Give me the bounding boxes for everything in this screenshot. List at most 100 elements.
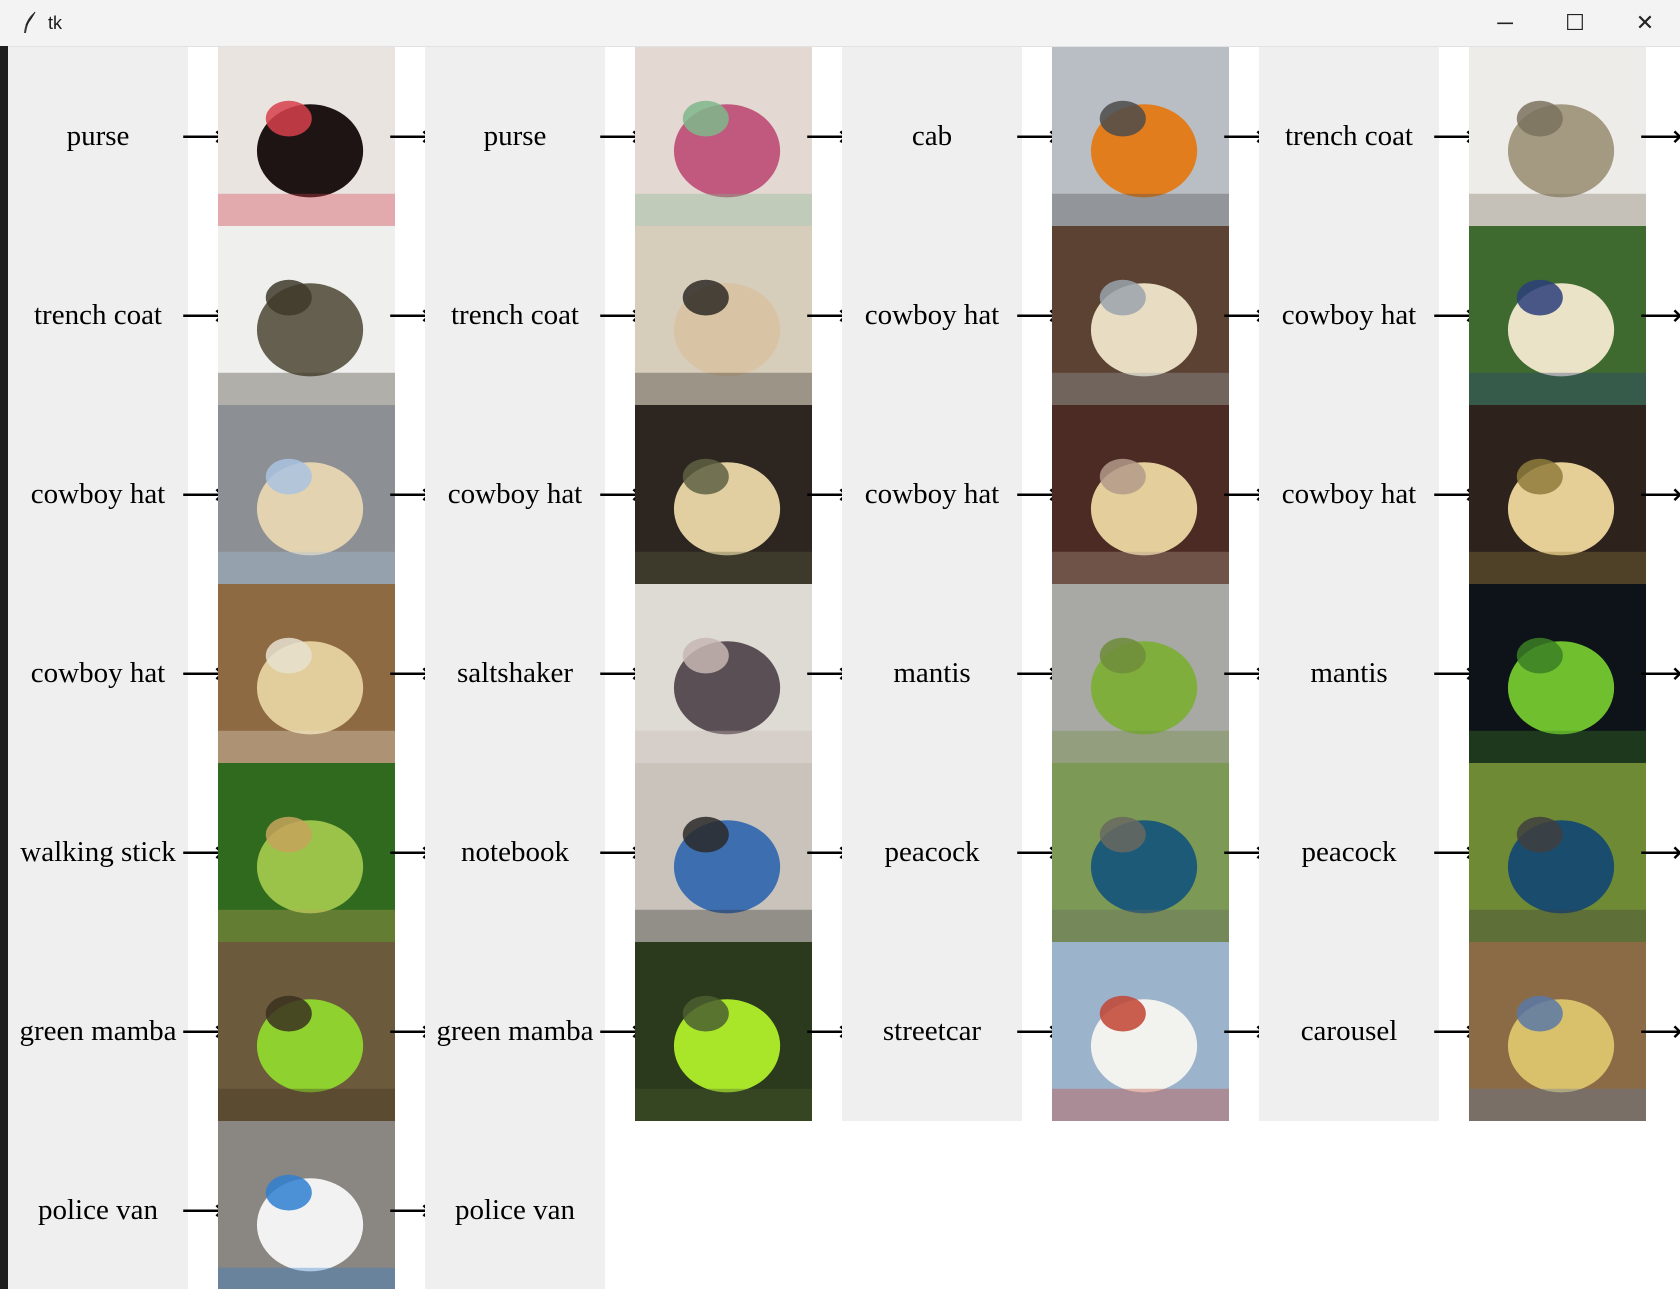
arrow-icon: ⟶ [388, 1193, 432, 1227]
arrow-cell: ⟶ [1640, 763, 1680, 942]
cowboy-hat-image-icon [1469, 405, 1646, 584]
class-label-cell: mantis [1259, 584, 1439, 763]
class-label: trench coat [450, 299, 579, 331]
arrow-cell: ⟶ [389, 942, 432, 1121]
arrow-cell: ⟶ [182, 1121, 225, 1289]
arrow-cell: ⟶ [806, 584, 849, 763]
arrow-icon: ⟶ [1015, 835, 1059, 869]
arrow-cell: ⟶ [1640, 942, 1680, 1121]
peacock-image-icon [1469, 763, 1646, 942]
class-label: trench coat [33, 299, 162, 331]
arrow-icon: ⟶ [805, 119, 849, 153]
class-label: green mamba [19, 1015, 177, 1047]
class-label-cell: cowboy hat [8, 405, 188, 584]
arrow-icon: ⟶ [1432, 477, 1476, 511]
arrow-icon: ⟶ [805, 656, 849, 690]
class-label-cell: cowboy hat [425, 405, 605, 584]
arrow-cell: ⟶ [389, 1121, 432, 1289]
streetcar-image-icon [1052, 942, 1229, 1121]
class-label: green mamba [436, 1015, 594, 1047]
class-label-cell: trench coat [1259, 47, 1439, 226]
arrow-cell: ⟶ [182, 226, 225, 405]
arrow-icon: ⟶ [1015, 298, 1059, 332]
class-label-cell: police van [8, 1121, 188, 1289]
walking-stick-image-icon [218, 763, 395, 942]
arrow-icon: ⟶ [181, 1193, 225, 1227]
class-label-cell: police van [425, 1121, 605, 1289]
arrow-icon: ⟶ [805, 477, 849, 511]
cowboy-hat-image-icon [635, 405, 812, 584]
purse-image-icon [218, 47, 395, 226]
class-label: purse [66, 120, 130, 152]
class-label-cell: cowboy hat [1259, 405, 1439, 584]
police-van-image-icon [218, 1121, 395, 1289]
class-label-cell: cab [842, 47, 1022, 226]
arrow-icon: ⟶ [598, 835, 642, 869]
arrow-cell: ⟶ [389, 226, 432, 405]
arrow-cell: ⟶ [599, 47, 642, 226]
minimize-button[interactable]: ─ [1470, 0, 1540, 46]
arrow-cell: ⟶ [1016, 584, 1059, 763]
class-label-cell: trench coat [425, 226, 605, 405]
class-label-cell: walking stick [8, 763, 188, 942]
class-label: cowboy hat [30, 478, 166, 510]
arrow-cell: ⟶ [182, 763, 225, 942]
arrow-icon: ⟶ [388, 835, 432, 869]
feather-icon [20, 11, 40, 35]
class-label-cell: purse [425, 47, 605, 226]
class-label: mantis [893, 657, 971, 689]
arrow-cell: ⟶ [806, 47, 849, 226]
arrow-icon: ⟶ [1432, 656, 1476, 690]
close-button[interactable]: ✕ [1610, 0, 1680, 46]
title-bar[interactable]: tk ─ ☐ ✕ [0, 0, 1680, 47]
arrow-cell: ⟶ [182, 584, 225, 763]
close-icon: ✕ [1635, 10, 1655, 35]
class-label: peacock [1301, 836, 1397, 868]
arrow-cell: ⟶ [806, 226, 849, 405]
arrow-icon: ⟶ [388, 119, 432, 153]
arrow-icon: ⟶ [1222, 119, 1266, 153]
trench-coat-image-icon [635, 226, 812, 405]
class-label-cell: streetcar [842, 942, 1022, 1121]
arrow-cell: ⟶ [599, 763, 642, 942]
arrow-icon: ⟶ [1432, 835, 1476, 869]
arrow-icon: ⟶ [1015, 1014, 1059, 1048]
class-label-cell: notebook [425, 763, 605, 942]
arrow-cell: ⟶ [1433, 47, 1476, 226]
class-label-cell: mantis [842, 584, 1022, 763]
class-label-cell: carousel [1259, 942, 1439, 1121]
arrow-cell: ⟶ [1223, 226, 1266, 405]
arrow-cell: ⟶ [1016, 226, 1059, 405]
arrow-icon: ⟶ [181, 835, 225, 869]
arrow-icon: ⟶ [1015, 119, 1059, 153]
arrow-cell: ⟶ [182, 47, 225, 226]
cowboy-hat-image-icon [1052, 226, 1229, 405]
arrow-cell: ⟶ [389, 763, 432, 942]
class-label: saltshaker [457, 657, 573, 689]
arrow-cell: ⟶ [182, 942, 225, 1121]
arrow-cell: ⟶ [1223, 47, 1266, 226]
class-label-cell: cowboy hat [1259, 226, 1439, 405]
class-label-cell: peacock [1259, 763, 1439, 942]
mantis-image-icon [1052, 584, 1229, 763]
arrow-icon: ⟶ [598, 119, 642, 153]
arrow-cell: ⟶ [1223, 584, 1266, 763]
arrow-cell: ⟶ [182, 405, 225, 584]
class-label: walking stick [20, 836, 176, 868]
arrow-icon: ⟶ [1639, 835, 1680, 869]
class-label: notebook [461, 836, 569, 868]
mantis-image-icon [1469, 584, 1646, 763]
class-label-cell: trench coat [8, 226, 188, 405]
arrow-icon: ⟶ [1432, 119, 1476, 153]
arrow-icon: ⟶ [1639, 656, 1680, 690]
class-label-cell: cowboy hat [842, 405, 1022, 584]
arrow-cell: ⟶ [599, 584, 642, 763]
class-label: police van [455, 1194, 575, 1226]
class-label-cell: saltshaker [425, 584, 605, 763]
arrow-icon: ⟶ [388, 477, 432, 511]
arrow-icon: ⟶ [181, 656, 225, 690]
maximize-button[interactable]: ☐ [1540, 0, 1610, 46]
arrow-cell: ⟶ [1433, 584, 1476, 763]
arrow-icon: ⟶ [1432, 298, 1476, 332]
